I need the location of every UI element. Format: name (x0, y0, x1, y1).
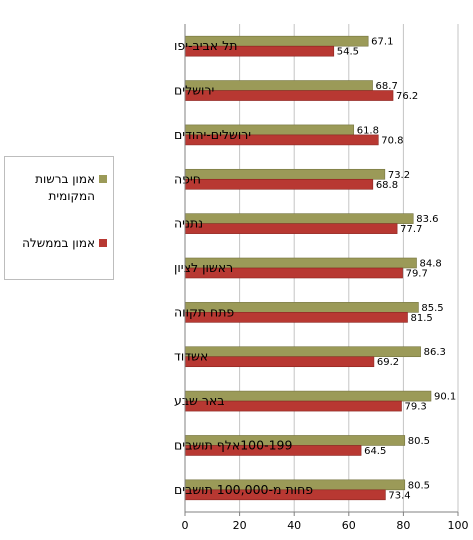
legend-label-local: אמון ברשות המקומית (35, 172, 95, 203)
data-label-1-9: 64.5 (364, 446, 386, 457)
tick-label-3: 60 (342, 519, 356, 532)
tick-label-4: 80 (396, 519, 410, 532)
data-label-0-4: 83.6 (416, 214, 438, 225)
tick-label-1: 20 (233, 519, 247, 532)
data-label-1-8: 79.3 (404, 402, 426, 413)
tick-label-2: 40 (287, 519, 301, 532)
category-labels: תל אביב-יפו ירושלים ירושלים-יהודים חיפה נתני… (174, 38, 313, 497)
data-label-1-2: 70.8 (381, 135, 403, 146)
data-label-0-6: 85.5 (421, 303, 443, 314)
bars (184, 35, 432, 501)
legend-item-local: אמון ברשות המקומית (17, 171, 107, 205)
legend-item-government: אמון בממשלה (22, 235, 107, 252)
category-label-4: נתניה (174, 216, 203, 231)
legend-swatch-government (99, 239, 107, 247)
data-label-1-1: 76.2 (396, 91, 418, 102)
data-label-1-10: 73.4 (388, 490, 410, 501)
bar-1-7 (184, 356, 375, 368)
data-label-0-3: 73.2 (388, 170, 410, 181)
data-label-0-9: 80.5 (408, 436, 430, 447)
data-labels: 67.1 54.5 68.776.2 61.870.8 73.268.8 83.677.7… (337, 37, 456, 502)
bar-1-1 (184, 90, 394, 101)
category-label-5: ראשון לציון (174, 260, 233, 275)
category-label-2: ירושלים-יהודים (174, 127, 251, 142)
data-label-0-7: 86.3 (424, 347, 446, 358)
data-label-1-4: 77.7 (400, 224, 422, 235)
tick-label-0: 0 (182, 519, 189, 532)
data-label-1-0: 54.5 (337, 47, 359, 58)
category-label-7: אשדוד (174, 349, 208, 364)
data-label-1-3: 68.8 (376, 180, 398, 191)
data-label-0-5: 84.8 (420, 259, 442, 270)
x-axis: 0 20 40 60 80 100 (182, 24, 469, 532)
category-label-3: חיפה (174, 171, 201, 186)
data-label-0-1: 68.7 (376, 81, 398, 92)
bar-0-3 (184, 168, 386, 180)
category-label-10: פחות מ-100,000 תושבים (174, 482, 313, 497)
legend-swatch-local (99, 175, 107, 183)
bar-0-4 (184, 213, 414, 224)
data-label-1-6: 81.5 (410, 313, 432, 324)
legend: אמון ברשות המקומית אמון בממשלה (4, 156, 114, 280)
bar-0-7 (184, 346, 421, 358)
bar-1-3 (184, 178, 374, 190)
data-label-0-2: 61.8 (357, 125, 379, 136)
data-label-0-0: 67.1 (371, 37, 393, 48)
bar-1-4 (184, 223, 398, 234)
legend-label-government: אמון בממשלה (22, 236, 95, 250)
category-label-8: באר שבע (174, 393, 225, 408)
tick-label-5: 100 (448, 519, 469, 532)
category-label-6: פתח תקווה (174, 304, 234, 319)
data-label-0-8: 90.1 (434, 392, 456, 403)
category-label-0: תל אביב-יפו (174, 38, 237, 53)
data-label-0-10: 80.5 (408, 480, 430, 491)
data-label-1-5: 79.7 (406, 269, 428, 280)
data-label-1-7: 69.2 (377, 357, 399, 368)
category-label-9: 100-199אלף תושבים (174, 437, 293, 452)
category-label-1: ירושלים (174, 83, 214, 98)
